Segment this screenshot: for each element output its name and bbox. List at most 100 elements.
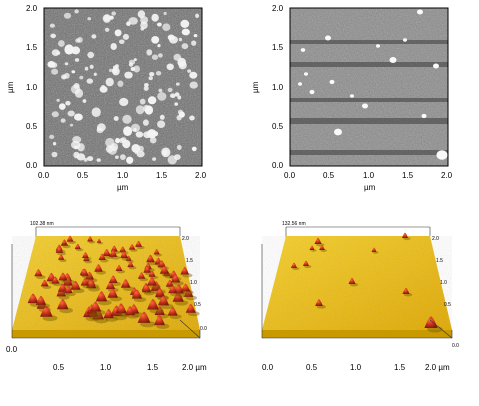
particle xyxy=(163,11,167,16)
surface-peak xyxy=(303,260,309,266)
particle xyxy=(131,144,141,153)
particle xyxy=(148,76,153,81)
particle xyxy=(189,81,198,89)
particle xyxy=(144,105,154,115)
particle xyxy=(187,69,192,73)
particle xyxy=(63,12,72,19)
tr-x-tick-0.0: 0.0 xyxy=(284,171,296,180)
surface-peak xyxy=(66,235,74,242)
particle xyxy=(178,61,187,70)
particle xyxy=(304,72,308,76)
particle xyxy=(436,150,448,160)
particle xyxy=(135,131,144,138)
particle xyxy=(83,157,88,162)
surface-peak xyxy=(167,306,178,316)
surface-peak xyxy=(51,276,60,284)
particle xyxy=(64,44,74,55)
surface-peak xyxy=(61,240,67,245)
particle xyxy=(144,83,149,87)
surface-peak xyxy=(154,315,165,326)
particle xyxy=(105,137,115,148)
surface-peak xyxy=(157,260,166,268)
surface-peak xyxy=(107,288,118,298)
particle xyxy=(51,111,59,118)
surface-peak xyxy=(154,305,165,315)
tr-x-tick-1.0: 1.0 xyxy=(363,171,375,180)
particle xyxy=(75,38,81,43)
particle xyxy=(79,75,84,80)
particle xyxy=(114,64,119,69)
surface-peak xyxy=(148,270,156,277)
particle xyxy=(162,150,168,156)
particle xyxy=(109,15,114,20)
surface-peak xyxy=(105,280,116,290)
surface-peak xyxy=(137,311,151,323)
surface-peak xyxy=(402,232,408,238)
tl-x-tick-1.5: 1.5 xyxy=(156,171,168,180)
surface-peak xyxy=(27,293,39,304)
br-x-tick-0.5: 0.5 xyxy=(306,363,318,372)
tr-x-unit: µm xyxy=(364,183,376,192)
particle xyxy=(64,72,70,79)
particle xyxy=(50,33,56,39)
particle xyxy=(167,155,177,165)
particle xyxy=(157,22,162,27)
tl-y-tick-1.5: 1.5 xyxy=(26,43,38,52)
particle xyxy=(126,156,134,164)
surface-peak xyxy=(315,299,323,306)
tr-x-tick-1.5: 1.5 xyxy=(402,171,414,180)
surface-peak xyxy=(55,246,63,253)
particle xyxy=(191,146,197,152)
bl-y-tick-0.5: 0.5 xyxy=(194,302,201,308)
particle xyxy=(69,123,74,127)
br-x-tick-1.0: 1.0 xyxy=(350,363,362,372)
particle xyxy=(151,13,159,22)
particle xyxy=(193,34,198,38)
surface-peak xyxy=(128,244,136,250)
surface-peak xyxy=(80,268,89,276)
particle xyxy=(137,10,146,19)
particle xyxy=(167,87,173,93)
surface-peak xyxy=(35,295,47,305)
surface-peak xyxy=(424,316,438,328)
tr-y-tick-0.0: 0.0 xyxy=(272,161,284,170)
particle xyxy=(433,63,439,69)
surface-peak xyxy=(137,272,146,279)
particle xyxy=(51,68,59,75)
particle xyxy=(128,59,136,65)
particle xyxy=(74,113,83,121)
particle xyxy=(417,9,423,15)
particle xyxy=(191,40,197,46)
particle xyxy=(362,103,368,109)
particle xyxy=(96,158,101,162)
particle xyxy=(71,70,76,74)
bl-y-tick-1.5: 1.5 xyxy=(186,258,193,264)
surface-peak xyxy=(57,298,69,310)
particle xyxy=(158,88,163,93)
br-y-tick-1.5: 1.5 xyxy=(436,258,443,264)
particle xyxy=(170,93,176,98)
surface-peak xyxy=(402,287,410,294)
particle xyxy=(104,27,110,32)
br-x-tick-1.5: 1.5 xyxy=(394,363,406,372)
particle xyxy=(133,65,140,73)
surface-peak xyxy=(87,236,93,242)
surface-peak xyxy=(125,255,132,261)
surface-peak xyxy=(40,279,49,287)
particle xyxy=(122,114,132,124)
particle xyxy=(113,116,119,121)
particle xyxy=(117,80,124,87)
surface-peak xyxy=(85,271,94,280)
particle xyxy=(325,35,331,41)
tl-x-tick-2.0: 2.0 xyxy=(195,171,207,180)
particle xyxy=(87,156,94,162)
br-y-tick-2.0: 2.0 xyxy=(432,236,439,242)
surface-peak xyxy=(108,275,118,284)
tr-x-tick-2.0: 2.0 xyxy=(441,171,453,180)
particle xyxy=(56,98,60,102)
particle xyxy=(122,33,129,40)
particle xyxy=(99,86,108,93)
particle xyxy=(82,99,87,103)
particle xyxy=(151,36,160,44)
